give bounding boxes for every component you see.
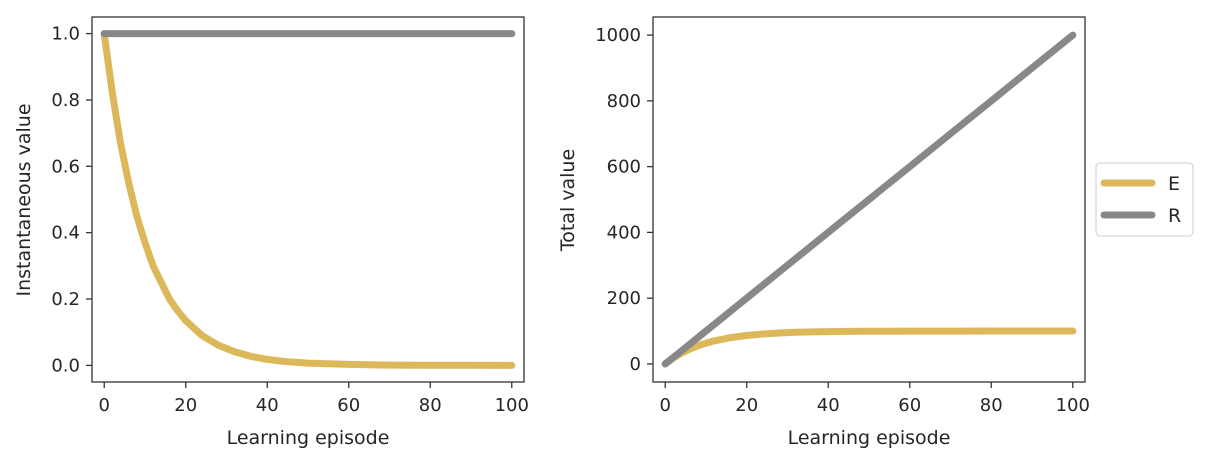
left-y-tick-label: 0.0 (51, 355, 80, 376)
left-series-e-line (100, 30, 516, 369)
right-x-tick-label: 80 (980, 395, 1003, 416)
right-x-tick-label: 60 (898, 395, 921, 416)
left-plot-area (91, 16, 525, 383)
left-x-tick-label: 20 (174, 395, 197, 416)
right-y-tick-label: 600 (607, 157, 641, 178)
right-series-e-line (661, 327, 1077, 368)
right-x-tick-label: 0 (659, 395, 670, 416)
right-x-axis-label: Learning episode (788, 427, 951, 449)
right-x-tick-label: 20 (735, 395, 758, 416)
left-y-tick-label: 0.2 (51, 289, 80, 310)
right-x-tick-label: 40 (817, 395, 840, 416)
right-y-axis-label: Total value (557, 149, 579, 252)
left-y-tick-label: 0.4 (51, 223, 80, 244)
left-x-axis-label: Learning episode (227, 427, 390, 449)
right-series-lines (661, 31, 1077, 368)
legend-label-r: R (1168, 205, 1181, 227)
legend: E R (1095, 162, 1194, 237)
left-x-tick-label: 100 (495, 395, 529, 416)
right-x-tick-label: 100 (1056, 395, 1090, 416)
right-y-tick-label: 400 (607, 222, 641, 243)
right-y-tick-label: 0 (630, 354, 641, 375)
left-y-tick-label: 0.6 (51, 156, 80, 177)
left-y-axis-label: Instantaneous value (13, 103, 35, 296)
left-chart-panel: 0 20 40 60 80 100 0.0 0.2 0.4 0.6 0.8 1.0 Learning … (13, 16, 529, 449)
right-y-tick-label: 800 (607, 91, 641, 112)
left-y-tick-label: 0.8 (51, 90, 80, 111)
left-x-tick-label: 80 (419, 395, 442, 416)
left-series-lines (100, 30, 516, 369)
left-x-tick-label: 0 (98, 395, 109, 416)
right-y-tick-label: 200 (607, 288, 641, 309)
left-x-tick-label: 60 (337, 395, 360, 416)
right-series-r-line (661, 31, 1077, 368)
left-x-tick-label: 40 (256, 395, 279, 416)
left-y-tick-label: 1.0 (51, 24, 80, 45)
right-y-tick-label: 1000 (595, 25, 641, 46)
left-ticks: 0 20 40 60 80 100 0.0 0.2 0.4 0.6 0.8 1.0 (51, 24, 529, 416)
legend-label-e: E (1168, 173, 1180, 195)
